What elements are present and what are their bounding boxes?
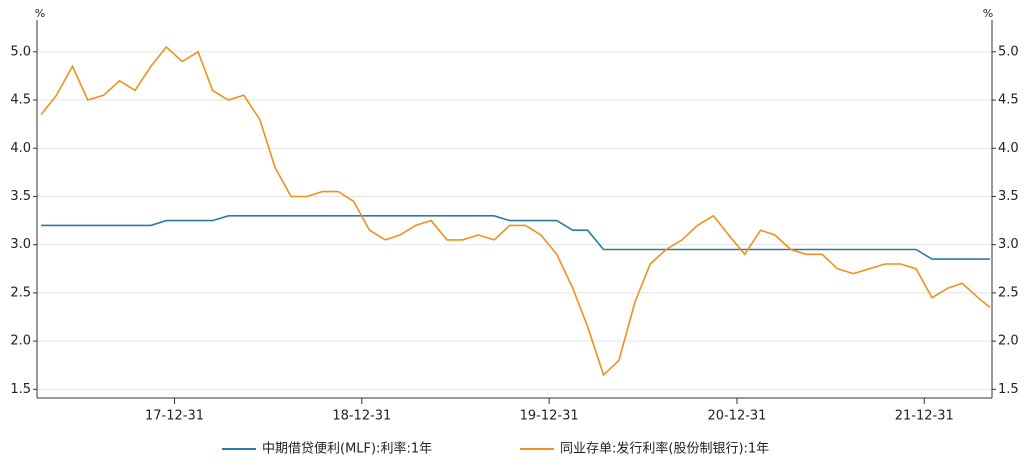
y2-tick-label: 3.0 <box>998 237 1019 252</box>
x-tick-label: 21-12-31 <box>895 409 954 424</box>
y-tick-label: 3.5 <box>10 189 31 204</box>
x-tick-label: 19-12-31 <box>520 409 579 424</box>
y2-tick-label: 4.5 <box>998 93 1019 108</box>
series-line <box>40 45 991 377</box>
y2-unit: % <box>983 7 993 20</box>
y2-tick-label: 1.5 <box>998 382 1019 397</box>
y-tick-label: 3.0 <box>10 237 31 252</box>
y-tick-label: 1.5 <box>10 382 31 397</box>
x-tick-label: 18-12-31 <box>332 409 391 424</box>
y-tick-label: 2.5 <box>10 285 31 300</box>
legend-label: 中期借贷便利(MLF):利率:1年 <box>262 441 432 457</box>
y-tick-label: 2.0 <box>10 334 31 349</box>
y2-tick-label: 2.5 <box>998 285 1019 300</box>
legend-label: 同业存单:发行利率(股份制银行):1年 <box>560 441 769 457</box>
y2-tick-label: 3.5 <box>998 189 1019 204</box>
y-tick-label: 4.5 <box>10 93 31 108</box>
y2-tick-label: 5.0 <box>998 44 1019 59</box>
y-tick-label: 4.0 <box>10 141 31 156</box>
y2-tick-label: 4.0 <box>998 141 1019 156</box>
x-tick-label: 20-12-31 <box>707 409 766 424</box>
y-tick-label: 5.0 <box>10 44 31 59</box>
series-line <box>41 215 990 260</box>
y-unit: % <box>35 7 45 20</box>
y2-tick-label: 2.0 <box>998 334 1019 349</box>
x-tick-label: 17-12-31 <box>145 409 204 424</box>
